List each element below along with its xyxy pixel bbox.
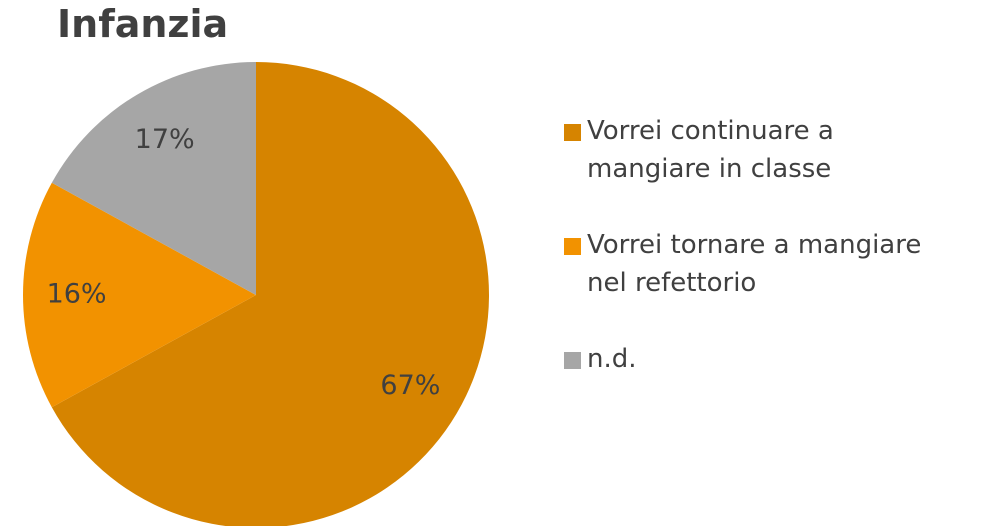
chart-title: Infanzia (57, 2, 229, 46)
data-label: 67% (380, 370, 440, 401)
legend-label: n.d. (587, 344, 637, 374)
legend-swatch (564, 352, 581, 369)
legend-entry: Vorrei tornare a mangiare nel refettorio (564, 226, 984, 302)
legend-label: Vorrei continuare a mangiare in classe (587, 116, 834, 184)
legend-label: Vorrei tornare a mangiare nel refettorio (587, 230, 922, 298)
legend-swatch (564, 238, 581, 255)
pie-slice (23, 182, 257, 408)
data-label: 16% (47, 279, 107, 310)
legend-swatch (564, 124, 581, 141)
pie-slice (51, 62, 257, 295)
legend-entry: Vorrei continuare a mangiare in classe (564, 112, 984, 188)
legend: Vorrei continuare a mangiare in classe Vo… (564, 112, 984, 416)
legend-entry: n.d. (564, 340, 984, 378)
data-label: 17% (135, 124, 195, 155)
pie-slice (51, 62, 489, 526)
